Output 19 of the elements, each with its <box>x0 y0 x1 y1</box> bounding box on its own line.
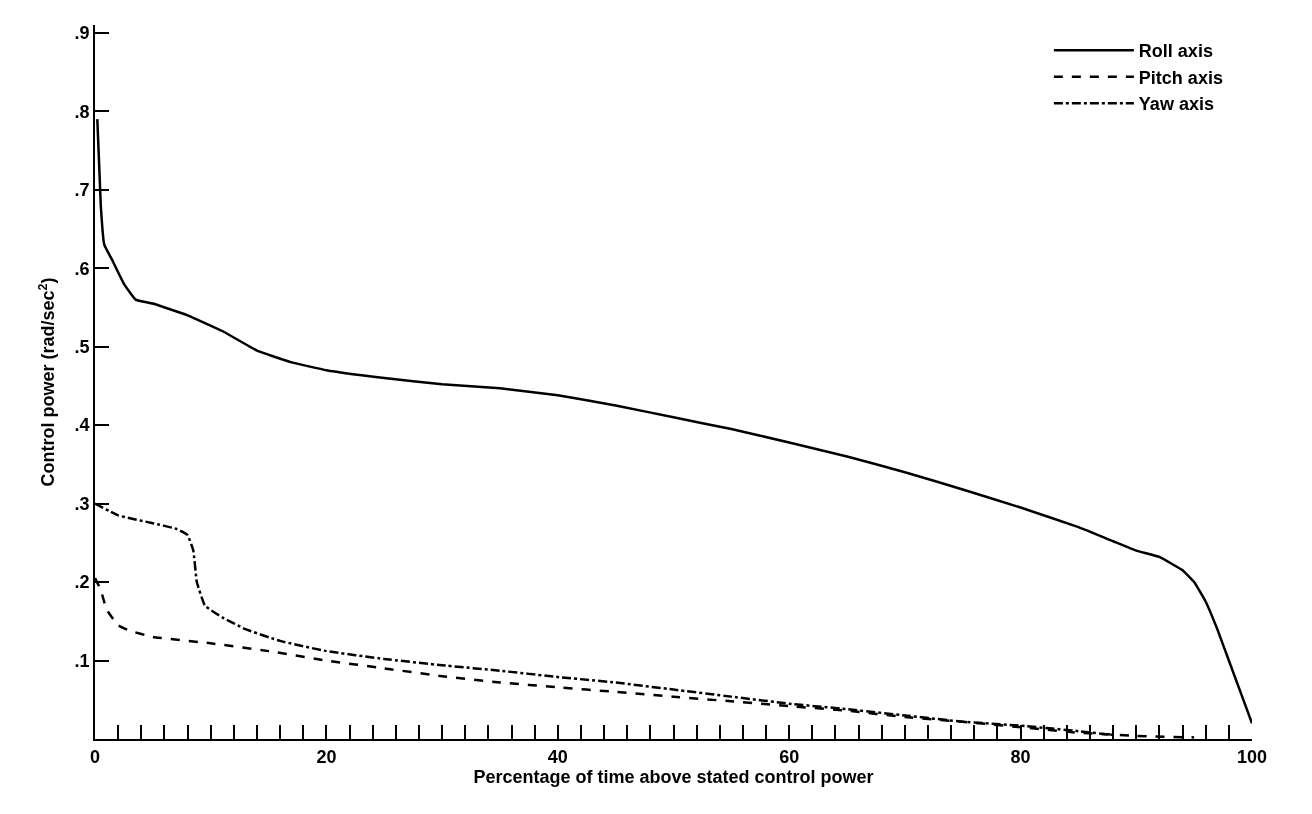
legend-label: Pitch axis <box>1138 67 1223 88</box>
y-tick-label: .9 <box>74 23 90 44</box>
x-tick-label: 100 <box>1236 746 1268 767</box>
x-tick-label: 80 <box>1010 746 1031 767</box>
y-tick-label: .7 <box>74 180 90 201</box>
y-tick-label: .8 <box>74 101 90 122</box>
y-tick-label: .6 <box>74 258 90 279</box>
x-tick-label: 20 <box>316 746 337 767</box>
y-tick-label: .5 <box>74 336 90 357</box>
x-tick-label: 40 <box>547 746 568 767</box>
y-tick-label: .4 <box>74 415 90 436</box>
x-tick-label: 60 <box>779 746 800 767</box>
y-tick-label: .1 <box>74 650 90 671</box>
y-tick-label: .3 <box>74 493 90 514</box>
legend-label: Roll axis <box>1138 41 1213 62</box>
legend-label: Yaw axis <box>1138 94 1214 115</box>
x-tick-label: 0 <box>89 746 101 767</box>
x-axis-title: Percentage of time above stated control power <box>473 766 874 787</box>
y-tick-label: .2 <box>74 572 90 593</box>
